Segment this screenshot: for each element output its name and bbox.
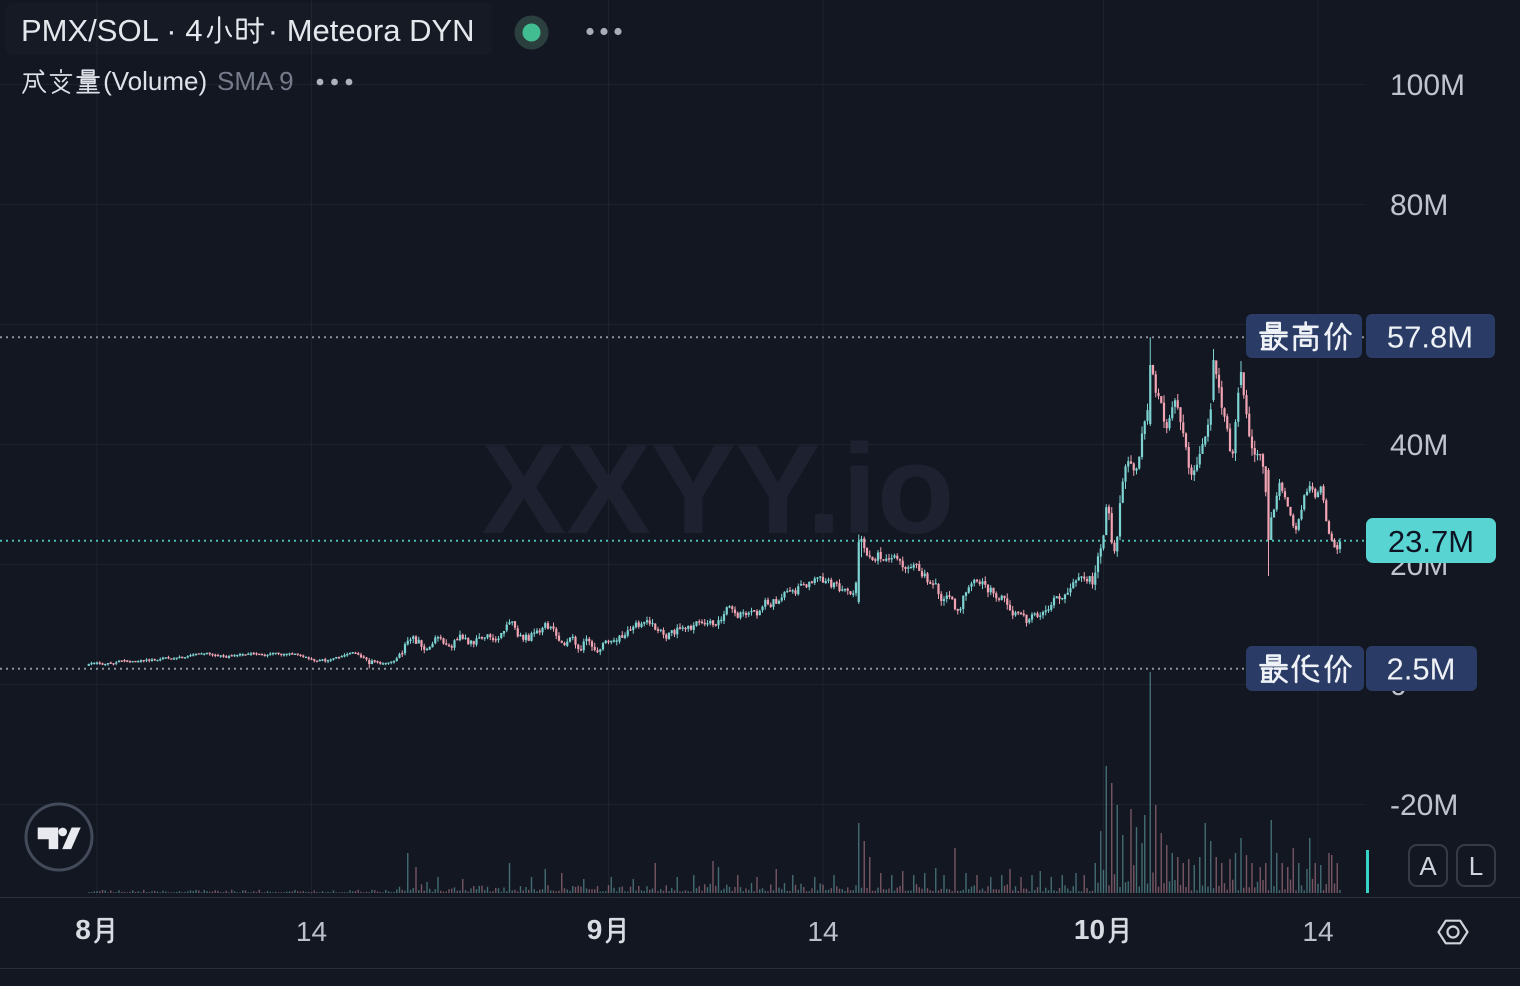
svg-text:XXYY.io: XXYY.io xyxy=(482,418,955,560)
svg-text:23.7M: 23.7M xyxy=(1388,524,1474,559)
svg-text:57.8M: 57.8M xyxy=(1387,319,1473,354)
svg-text:(Volume): (Volume) xyxy=(103,66,207,96)
svg-text:80M: 80M xyxy=(1390,189,1448,222)
svg-text:8: 8 xyxy=(75,914,91,945)
svg-text:14: 14 xyxy=(296,916,327,947)
svg-text:10: 10 xyxy=(1074,914,1105,945)
svg-text:40M: 40M xyxy=(1390,429,1448,462)
svg-text:PMX/SOL · 4: PMX/SOL · 4 xyxy=(21,13,202,48)
svg-text:100M: 100M xyxy=(1390,69,1465,102)
svg-text:A: A xyxy=(1419,851,1437,881)
svg-text:-20M: -20M xyxy=(1390,789,1458,822)
svg-text:2.5M: 2.5M xyxy=(1387,651,1456,686)
svg-text:· Meteora DYN: · Meteora DYN xyxy=(268,13,475,48)
svg-text:SMA 9: SMA 9 xyxy=(217,66,294,96)
svg-text:L: L xyxy=(1469,851,1483,881)
svg-text:14: 14 xyxy=(1302,916,1333,947)
svg-text:14: 14 xyxy=(807,916,838,947)
svg-text:9: 9 xyxy=(587,914,603,945)
